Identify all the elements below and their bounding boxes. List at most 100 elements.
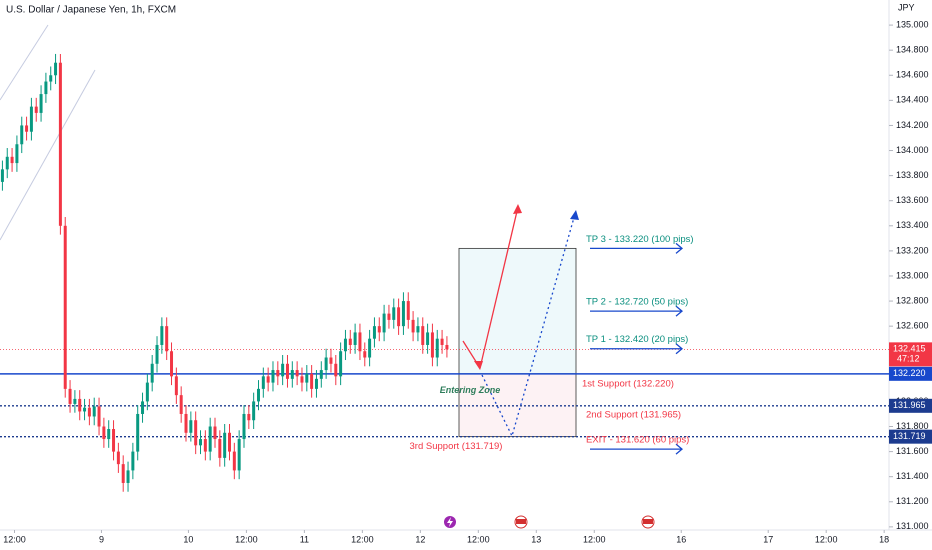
candle-body <box>440 338 444 345</box>
candle-body <box>256 388 260 402</box>
target-label: EXIT - 131.620 (60 pips) <box>586 435 689 446</box>
candle-body <box>227 432 231 452</box>
candle-body <box>73 398 77 404</box>
y-tick-label: 133.600 <box>896 195 929 205</box>
candle-body <box>141 401 145 414</box>
candle-body <box>10 156 14 164</box>
candle-body <box>199 439 203 446</box>
candle-body <box>194 420 198 446</box>
candle-body <box>271 370 275 383</box>
event-icon-glyph <box>516 519 526 524</box>
candle-body <box>295 370 299 377</box>
candle-body <box>237 439 241 471</box>
candle-body <box>15 144 19 164</box>
last-price-label: 132.415 <box>893 344 926 354</box>
candle-body <box>223 432 227 458</box>
price-label-box <box>889 398 932 413</box>
candle-body <box>305 373 309 383</box>
candle-body <box>382 313 386 333</box>
arrow-head <box>474 361 483 370</box>
y-tick-label: 133.400 <box>896 220 929 230</box>
chart-title: U.S. Dollar / Japanese Yen, 1h, FXCM <box>6 5 176 16</box>
candle-body <box>179 395 183 414</box>
candle-body <box>300 376 304 383</box>
y-tick-label: 133.800 <box>896 170 929 180</box>
candle-body <box>121 464 125 483</box>
y-tick-label: 134.000 <box>896 145 929 155</box>
candle-body <box>131 451 135 471</box>
y-tick-label: 134.400 <box>896 95 929 105</box>
candle-body <box>174 376 178 396</box>
candle-body <box>397 307 401 327</box>
channel-line <box>0 69 96 241</box>
y-tick-label: 134.200 <box>896 120 929 130</box>
price-label-box <box>889 366 932 381</box>
candle-body <box>319 370 323 379</box>
candle-body <box>421 326 425 345</box>
candle-body <box>416 326 420 333</box>
projection-arrow <box>481 213 576 438</box>
y-tick-label: 131.000 <box>896 521 929 531</box>
candle-body <box>165 326 169 352</box>
candle-body <box>49 75 53 82</box>
candle-body <box>189 420 193 433</box>
support-label: 1st Support (132.220) <box>582 378 674 389</box>
candle-body <box>20 125 24 145</box>
arrow-head <box>570 210 579 220</box>
x-tick-label: 12:00 <box>3 534 26 544</box>
y-tick-label: 133.000 <box>896 270 929 280</box>
candle-body <box>281 363 285 377</box>
candle-body <box>29 106 33 132</box>
event-icon-glyph <box>447 517 453 527</box>
candle-body <box>247 413 251 421</box>
x-tick-label: 12:00 <box>583 534 606 544</box>
candle-body <box>406 301 410 320</box>
currency: JPY <box>898 2 915 12</box>
target-arrowhead <box>675 443 684 455</box>
support-label: 3rd Support (131.719) <box>410 441 503 452</box>
candle-body <box>83 407 87 412</box>
candle-body <box>112 429 116 452</box>
target-arrowhead <box>675 343 684 355</box>
candle-body <box>348 338 352 345</box>
candle-body <box>392 307 396 320</box>
x-tick-label: 11 <box>300 534 309 544</box>
channel-line <box>0 24 49 101</box>
target-label: TP 1 - 132.420 (20 pips) <box>586 334 688 345</box>
candle-body <box>334 363 338 377</box>
candle-body <box>218 439 222 458</box>
candle-body <box>68 388 72 404</box>
candle-body <box>54 62 58 76</box>
candle-body <box>430 332 434 358</box>
zone <box>458 247 577 375</box>
candle-body <box>266 376 270 383</box>
candle-body <box>184 413 188 433</box>
event-icon-glyph <box>643 519 653 524</box>
y-tick-label: 133.200 <box>896 245 929 255</box>
candle-body <box>136 413 140 452</box>
candle-body <box>150 363 154 383</box>
candle-body <box>358 332 362 352</box>
candle-body <box>213 426 217 440</box>
candle-body <box>58 62 62 226</box>
candle-body <box>44 81 48 95</box>
candle-body <box>285 363 289 379</box>
candle-body <box>435 338 439 358</box>
x-tick-label: 17 <box>763 534 773 544</box>
candle-body <box>242 413 246 440</box>
y-tick-label: 134.600 <box>896 70 929 80</box>
last-price-box <box>889 342 932 367</box>
target-label: TP 2 - 132.720 (50 pips) <box>586 297 688 308</box>
candle-body <box>232 451 236 471</box>
zone-label: Entering Zone <box>440 385 501 395</box>
candle-body <box>445 344 449 350</box>
candle-body <box>145 382 149 402</box>
candle-body <box>343 338 347 352</box>
target-arrowhead <box>675 305 684 317</box>
y-tick-label: 131.400 <box>896 471 929 481</box>
candle-body <box>78 398 82 412</box>
candle-body <box>203 439 207 452</box>
candle-body <box>155 344 159 364</box>
x-tick-label: 12:00 <box>467 534 490 544</box>
